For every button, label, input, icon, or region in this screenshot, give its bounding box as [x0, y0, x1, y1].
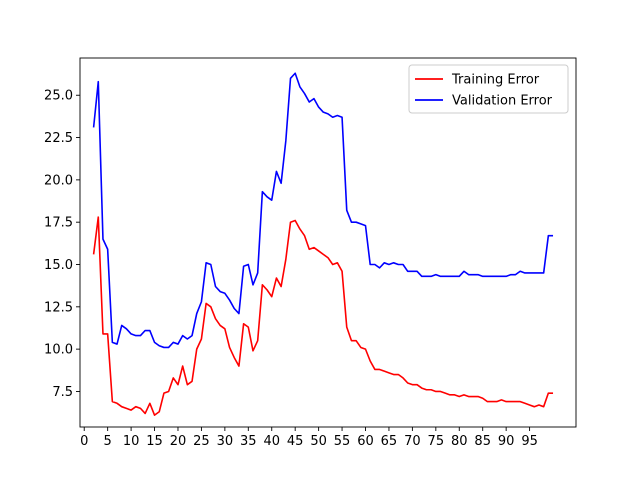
x-tick-label: 55 — [334, 434, 351, 449]
legend-label-2: Validation Error — [452, 94, 553, 109]
series-line-2 — [92, 72, 554, 349]
x-tick-label: 10 — [123, 434, 140, 449]
x-tick-label: 65 — [381, 434, 398, 449]
y-tick-label: 25.0 — [44, 89, 73, 104]
series-line-1 — [92, 216, 554, 416]
x-tick-label: 95 — [521, 434, 538, 449]
axes-frame — [79, 57, 577, 428]
y-tick-label: 10.0 — [44, 343, 73, 358]
y-tick-label: 15.0 — [44, 258, 73, 273]
y-tick-label: 22.5 — [44, 131, 73, 146]
x-tick-label: 70 — [404, 434, 421, 449]
x-tick-label: 15 — [146, 434, 163, 449]
y-tick-label: 17.5 — [44, 216, 73, 231]
x-tick-label: 60 — [357, 434, 374, 449]
series-layer — [92, 72, 554, 416]
x-tick-label: 45 — [287, 434, 304, 449]
x-tick-label: 80 — [451, 434, 468, 449]
x-tick-label: 50 — [310, 434, 327, 449]
x-tick-label: 30 — [217, 434, 234, 449]
x-tick-label: 40 — [263, 434, 280, 449]
x-tick-label: 75 — [428, 434, 445, 449]
x-tick-label: 20 — [170, 434, 187, 449]
x-tick-label: 5 — [104, 434, 112, 449]
legend-box — [408, 64, 569, 114]
y-tick-label: 12.5 — [44, 300, 73, 315]
x-tick-label: 90 — [498, 434, 515, 449]
legend-label-1: Training Error — [451, 73, 540, 88]
y-tick-label: 20.0 — [44, 173, 73, 188]
x-tick-label: 35 — [240, 434, 257, 449]
x-tick-label: 25 — [193, 434, 210, 449]
legend: Training Error Validation Error — [408, 64, 569, 114]
x-tick-label: 85 — [474, 434, 491, 449]
axes: 0 5 10 15 20 25 30 35 40 45 50 55 60 65 70 75 80 85 90 95 7.… — [44, 57, 577, 449]
x-tick-label: 0 — [80, 434, 88, 449]
y-tick-label: 7.5 — [52, 385, 73, 400]
